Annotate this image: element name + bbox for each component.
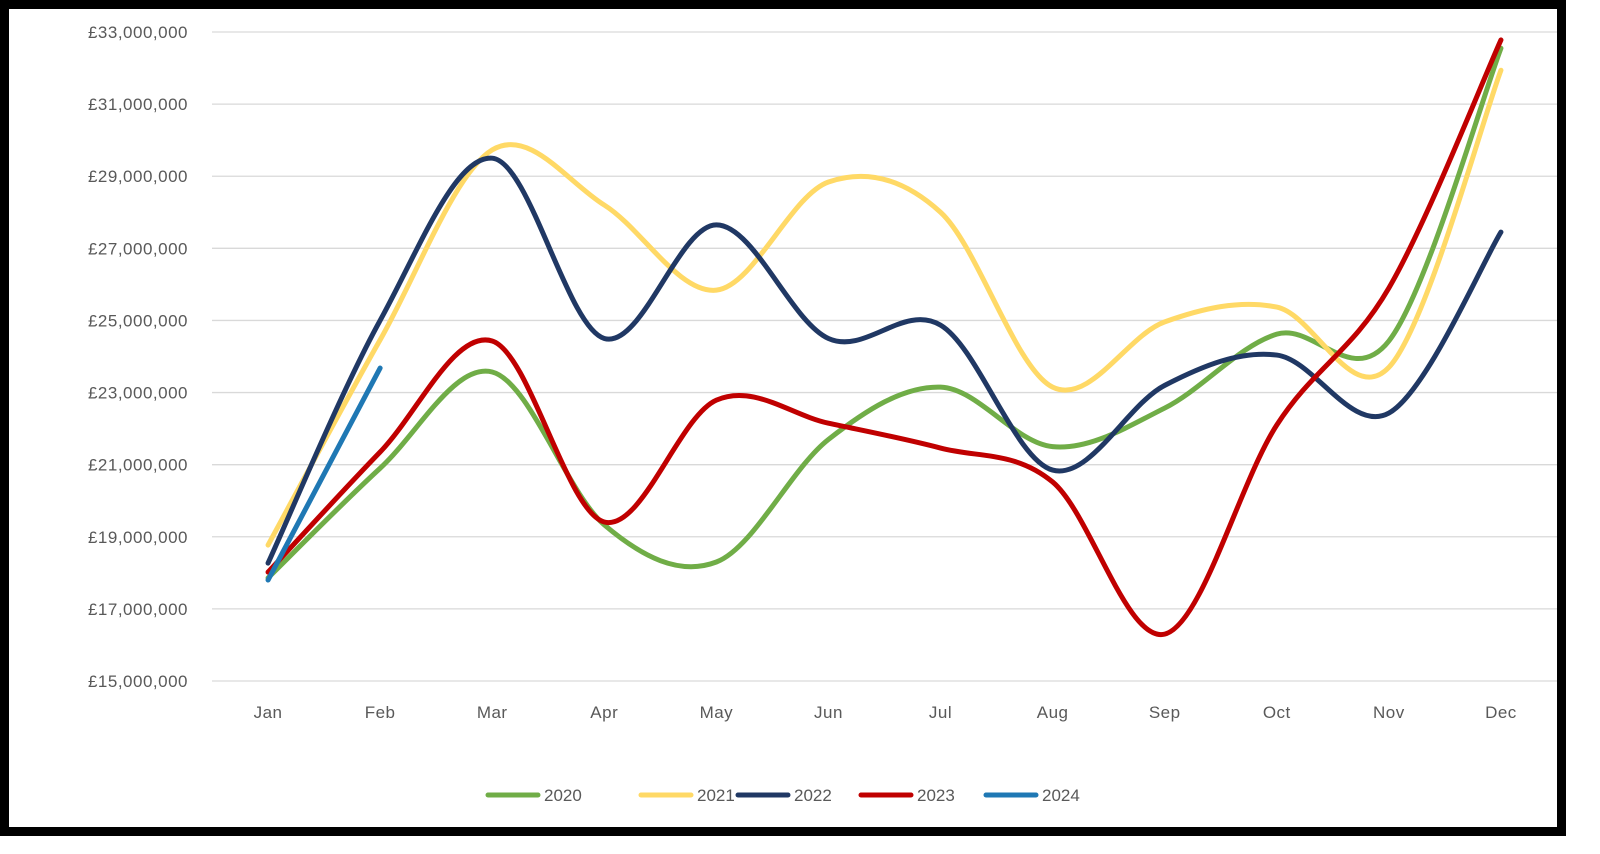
x-tick-label: Aug — [1037, 703, 1069, 722]
x-tick-label: Jul — [929, 703, 952, 722]
legend-label: 2024 — [1042, 786, 1080, 805]
x-tick-label: Sep — [1149, 703, 1181, 722]
series-line-2020 — [265, 45, 1504, 581]
x-tick-label: Jan — [254, 703, 283, 722]
legend-label: 2021 — [697, 786, 735, 805]
x-tick-label: Apr — [590, 703, 618, 722]
series-line-2022 — [265, 155, 1504, 566]
y-tick-label: £31,000,000 — [88, 95, 188, 114]
x-tick-label: Mar — [477, 703, 508, 722]
legend-label: 2022 — [794, 786, 832, 805]
y-tick-label: £15,000,000 — [88, 672, 188, 691]
x-tick-label: Nov — [1373, 703, 1405, 722]
x-tick-label: May — [700, 703, 734, 722]
legend-label: 2020 — [544, 786, 582, 805]
chart-frame — [0, 0, 1566, 836]
x-tick-label: Dec — [1485, 703, 1517, 722]
y-tick-label: £25,000,000 — [88, 311, 188, 330]
y-tick-label: £21,000,000 — [88, 456, 188, 475]
x-tick-label: Feb — [365, 703, 396, 722]
series-line-2024 — [265, 365, 383, 583]
x-tick-label: Oct — [1263, 703, 1291, 722]
y-tick-label: £23,000,000 — [88, 384, 188, 403]
series-line-2023 — [265, 37, 1504, 637]
y-tick-label: £19,000,000 — [88, 528, 188, 547]
y-tick-label: £29,000,000 — [88, 167, 188, 186]
legend-label: 2023 — [917, 786, 955, 805]
x-tick-label: Jun — [814, 703, 843, 722]
y-tick-label: £27,000,000 — [88, 239, 188, 258]
y-tick-label: £33,000,000 — [88, 23, 188, 42]
series-line-2021 — [265, 67, 1504, 548]
y-tick-label: £17,000,000 — [88, 600, 188, 619]
